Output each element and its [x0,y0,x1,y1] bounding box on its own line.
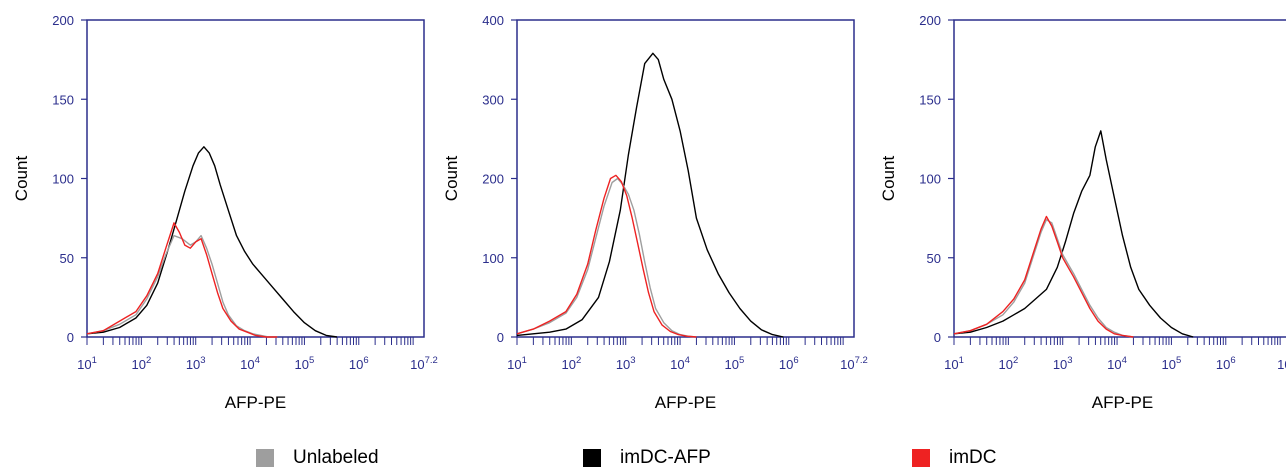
series-line-unlabeled [953,218,1134,338]
x-tick-label: 103 [1053,355,1073,372]
y-tick-label: 0 [67,330,74,345]
legend-swatch-unlabeled [256,449,274,467]
y-tick-label: 300 [482,92,504,107]
series-line-unlabeled [86,234,278,338]
legend-item-unlabeled: Unlabeled [256,447,379,468]
x-tick-label: 106 [349,355,369,372]
x-tick-label: 101 [507,355,527,372]
series-line-unlabeled [516,177,697,338]
legend-swatch-imdc-afp [583,449,601,467]
x-tick-label: 106 [779,355,799,372]
y-tick-label: 200 [919,13,941,28]
y-tick-label: 50 [927,251,941,266]
x-tick-label: 107.2 [840,355,868,372]
x-axis-label: AFP-PE [225,393,286,412]
x-tick-label: 103 [616,355,636,372]
x-tick-label: 102 [998,355,1018,372]
series-line-imdc [516,174,697,338]
x-axis-label: AFP-PE [1092,393,1153,412]
x-tick-label: 106 [1216,355,1236,372]
series-line-imdc-afp [516,52,784,338]
x-tick-label: 101 [944,355,964,372]
histogram-panel-2: 0 100 200 300 400 101 102 103 104 105 106 107.2 AFP-… [442,13,868,412]
y-tick-label: 200 [482,172,504,187]
series-line-imdc-afp [86,146,338,338]
plot-frame [86,19,425,338]
y-tick-label: 100 [482,251,504,266]
legend-swatch-imdc [912,449,930,467]
x-tick-label: 107.2 [410,355,438,372]
x-tick-label: 104 [240,355,260,372]
y-axis-label: Count [12,156,31,202]
series-line-imdc [953,215,1134,338]
y-tick-label: 0 [497,330,504,345]
x-tick-label: 105 [1162,355,1182,372]
legend-item-imdc: imDC [912,447,997,468]
x-tick-label: 107.2 [1277,355,1286,372]
y-tick-label: 200 [52,13,74,28]
legend-label-imdc: imDC [949,447,997,468]
x-tick-label: 105 [295,355,315,372]
x-tick-label: 101 [77,355,97,372]
y-tick-label: 150 [52,92,74,107]
histogram-panel-3: 0 50 100 150 200 101 102 103 104 105 106 107.2 AFP-P… [879,13,1286,412]
x-tick-label: 102 [561,355,581,372]
legend-label-imdc-afp: imDC-AFP [620,447,711,468]
x-tick-label: 102 [131,355,151,372]
x-tick-label: 105 [725,355,745,372]
legend-label-unlabeled: Unlabeled [293,447,379,468]
plot-frame [516,19,855,338]
x-tick-label: 104 [1107,355,1127,372]
plot-frame [953,19,1286,338]
y-axis-label: Count [442,156,461,202]
y-tick-label: 50 [60,251,74,266]
y-tick-label: 100 [919,172,941,187]
x-tick-label: 103 [186,355,206,372]
y-tick-label: 0 [934,330,941,345]
y-tick-label: 150 [919,92,941,107]
series-line-imdc-afp [953,130,1194,338]
legend-item-imdc-afp: imDC-AFP [583,447,711,468]
histogram-panel-1: 0 50 100 150 200 101 102 103 104 105 106 107.2 AFP-P… [12,13,438,412]
y-tick-label: 100 [52,172,74,187]
y-tick-label: 400 [482,13,504,28]
y-axis-label: Count [879,156,898,202]
series-line-imdc [86,222,278,338]
x-tick-label: 104 [670,355,690,372]
x-axis-label: AFP-PE [655,393,716,412]
